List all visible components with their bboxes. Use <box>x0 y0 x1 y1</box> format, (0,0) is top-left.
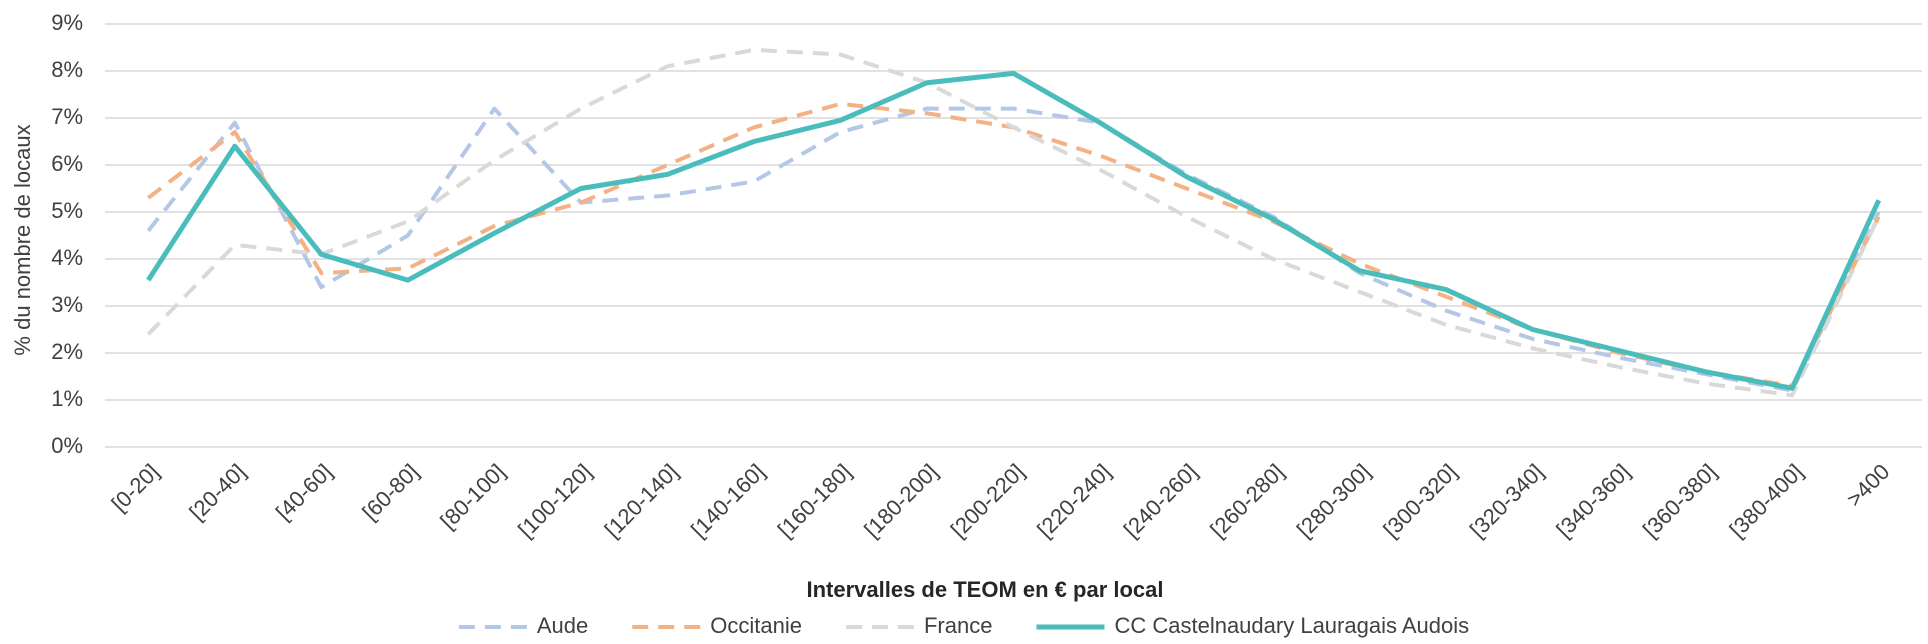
legend-label: CC Castelnaudary Lauragais Audois <box>1114 613 1469 638</box>
x-tick-label: [180-200] <box>859 459 942 542</box>
x-tick-label: [260-280] <box>1205 459 1288 542</box>
x-tick-label: [160-180] <box>773 459 856 542</box>
y-tick-label: 5% <box>51 198 83 223</box>
legend-label: France <box>924 613 992 638</box>
legend: Aude Occitanie France CC Castelnaudary Laur… <box>458 613 1469 638</box>
x-tick-label: [20-40] <box>184 459 250 525</box>
x-tick-label: [340-360] <box>1551 459 1634 542</box>
x-tick-label: [60-80] <box>357 459 423 525</box>
x-tick-label: [140-160] <box>686 459 769 542</box>
y-axis-title: % du nombre de locaux <box>10 124 35 355</box>
y-tick-label: 8% <box>51 57 83 82</box>
y-tick-label: 3% <box>51 292 83 317</box>
y-tick-label: 7% <box>51 104 83 129</box>
x-tick-label: [120-140] <box>600 459 683 542</box>
x-tick-label: [80-100] <box>435 459 510 534</box>
x-tick-label: >400 <box>1842 459 1895 512</box>
x-tick-label: [360-380] <box>1638 459 1721 542</box>
series-line <box>146 47 1881 398</box>
series-line <box>146 70 1882 391</box>
y-tick-label: 9% <box>51 10 83 35</box>
x-tick-label: [280-300] <box>1292 459 1375 542</box>
x-tick-label: [100-120] <box>513 459 596 542</box>
y-tick-label: 6% <box>51 151 83 176</box>
x-tick-label: [240-260] <box>1119 459 1202 542</box>
x-tick-label: [0-20] <box>106 459 163 516</box>
series-line <box>146 106 1881 393</box>
x-tick-label: [300-320] <box>1378 459 1461 542</box>
x-tick-label: [380-400] <box>1724 459 1807 542</box>
legend-label: Occitanie <box>710 613 802 638</box>
series-line <box>147 101 1881 388</box>
y-tick-label: 4% <box>51 245 83 270</box>
x-tick-label: [220-240] <box>1032 459 1115 542</box>
y-tick-label: 2% <box>51 339 83 364</box>
x-tick-label: [40-60] <box>271 459 337 525</box>
y-tick-label: 1% <box>51 386 83 411</box>
legend-label: Aude <box>537 613 588 638</box>
y-tick-label: 0% <box>51 433 83 458</box>
x-tick-label: [320-340] <box>1465 459 1548 542</box>
x-axis-title: Intervalles de TEOM en € par local <box>806 577 1163 602</box>
x-tick-label: [200-220] <box>946 459 1029 542</box>
